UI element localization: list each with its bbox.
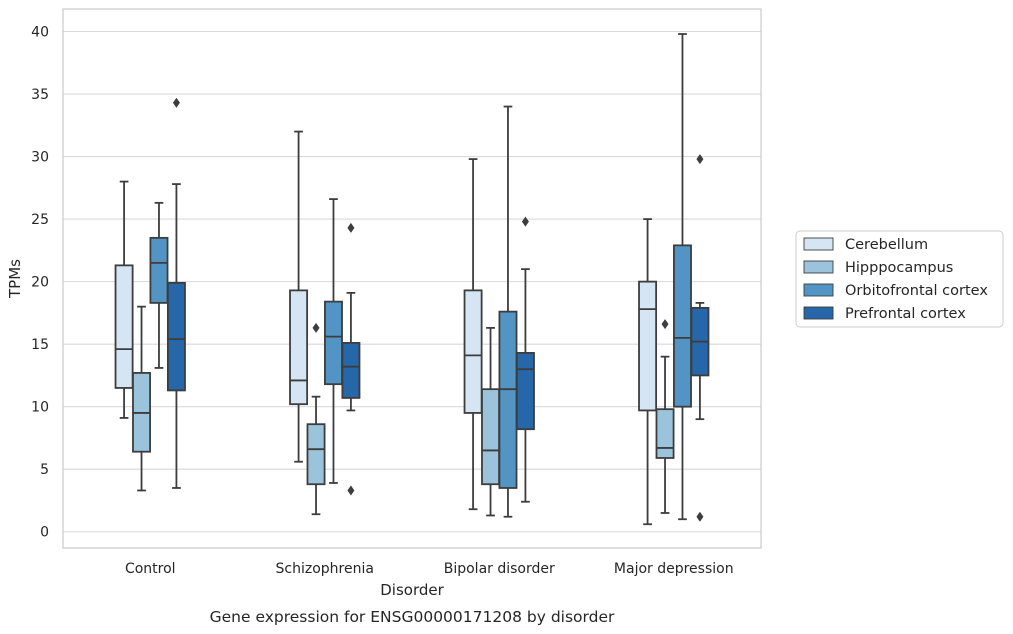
box-0-1 [132, 305, 151, 492]
y-tick-label: 20 [31, 275, 49, 291]
box-iqr [481, 388, 500, 486]
box-iqr [515, 352, 535, 431]
y-tick-label: 10 [31, 400, 49, 416]
box-1-0 [289, 130, 309, 463]
legend-swatch [803, 306, 834, 320]
box-iqr [655, 408, 675, 459]
outlier-point [696, 154, 704, 165]
outlier-point [521, 216, 529, 227]
outlier-point [347, 222, 355, 233]
box-0-2 [149, 201, 169, 369]
legend-swatch [803, 237, 834, 251]
x-tick-label: Major depression [614, 561, 734, 577]
box-1-2 [324, 198, 343, 484]
y-tick-label: 30 [31, 150, 49, 166]
legend-swatch [803, 283, 834, 297]
legend: Cerebellum Hipppocampus Orbitofrontal cort… [795, 230, 1004, 328]
outlier-point [312, 322, 320, 333]
outlier-point [696, 511, 704, 522]
outlier-point [347, 485, 355, 496]
x-tick-labels: Control Schizophrenia Bipolar disorder Majo… [125, 561, 734, 577]
box-iqr [463, 289, 483, 414]
y-tick-label: 5 [40, 462, 49, 478]
box-1-3 [341, 222, 361, 496]
box-2-1 [481, 326, 500, 517]
y-tick-label: 25 [31, 212, 49, 228]
y-tick-label: 15 [31, 337, 49, 353]
legend-label: Cerebellum [845, 237, 928, 253]
box-iqr [324, 300, 343, 386]
box-layer [114, 33, 710, 526]
x-tick-label: Control [125, 561, 176, 577]
plot-frame [62, 8, 762, 549]
box-iqr [341, 342, 361, 399]
y-tick-label: 0 [40, 525, 49, 541]
y-tick-label: 40 [31, 25, 49, 41]
box-2-0 [463, 158, 483, 511]
x-tick-label: Schizophrenia [276, 561, 374, 577]
box-iqr [498, 310, 518, 489]
chart-caption: Gene expression for ENSG00000171208 by d… [210, 608, 615, 626]
box-iqr [166, 281, 186, 392]
legend-frame [795, 230, 1004, 328]
box-1-1 [306, 322, 326, 516]
box-iqr [149, 236, 169, 304]
legend-label: Hipppocampus [845, 260, 953, 276]
y-axis-label: TPMs [6, 259, 24, 299]
y-tick-labels: 0 5 10 15 20 25 30 35 40 [31, 25, 49, 541]
box-iqr [289, 289, 309, 406]
box-iqr [306, 423, 326, 486]
y-tick-label: 35 [31, 87, 49, 103]
outlier-point [172, 97, 180, 108]
box-3-0 [638, 218, 658, 526]
outlier-point [661, 319, 669, 330]
box-3-2 [673, 33, 692, 521]
x-tick-label: Bipolar disorder [444, 561, 555, 577]
legend-label: Orbitofrontal cortex [845, 283, 988, 299]
box-2-2 [498, 105, 518, 518]
box-3-3 [690, 154, 710, 522]
box-2-3 [515, 216, 535, 503]
box-3-1 [655, 319, 675, 514]
x-axis-label: Disorder [380, 581, 444, 599]
legend-swatch [803, 260, 834, 274]
box-iqr [638, 280, 658, 412]
box-iqr [673, 244, 692, 408]
box-0-3 [166, 97, 186, 489]
box-0-0 [114, 180, 134, 419]
legend-label: Prefrontal cortex [845, 306, 966, 322]
box-iqr [114, 264, 134, 389]
